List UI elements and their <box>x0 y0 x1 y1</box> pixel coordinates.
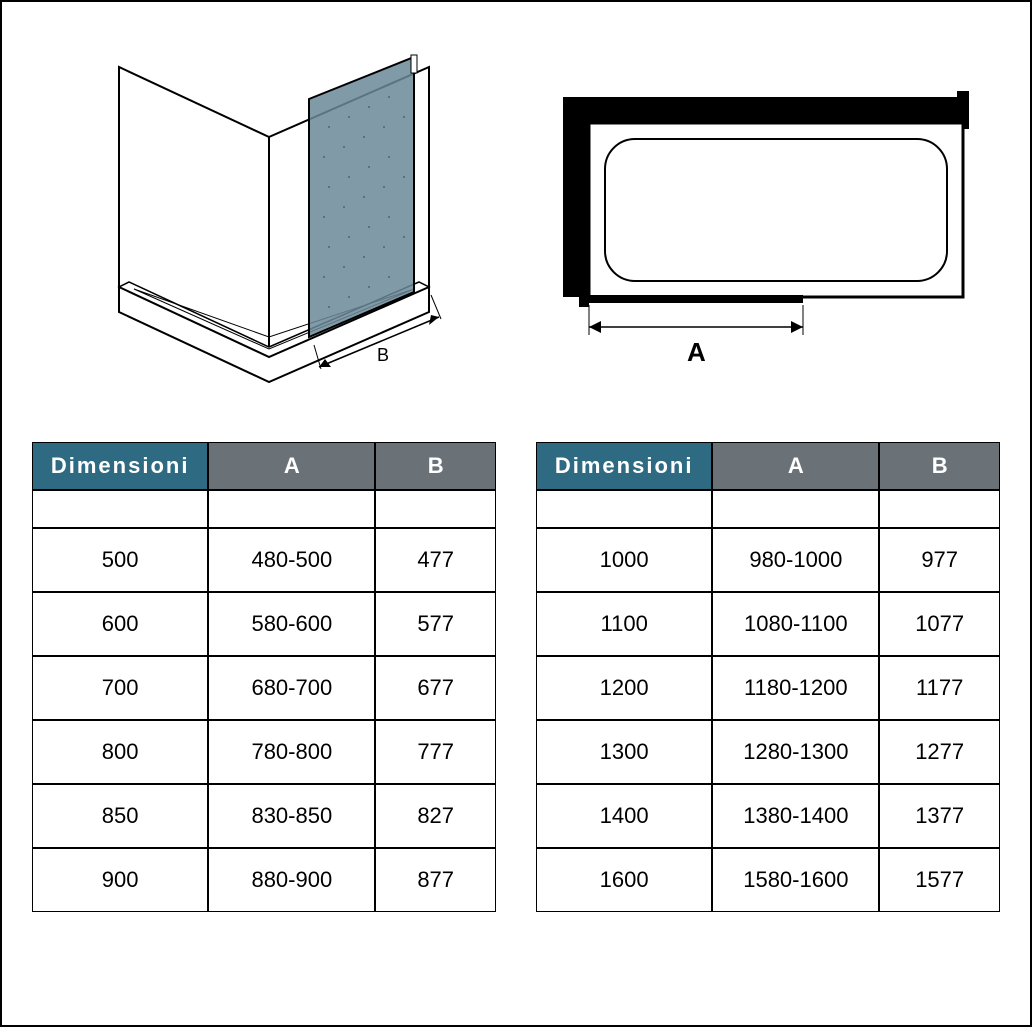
table-row: 12001180-12001177 <box>536 656 1000 720</box>
cell-dim: 900 <box>32 848 208 912</box>
table-row: 500480-500477 <box>32 528 496 592</box>
table-row: 700680-700677 <box>32 656 496 720</box>
tables-row: Dimensioni A B 500480-500477 600580-6005… <box>2 432 1030 942</box>
cell-dim: 600 <box>32 592 208 656</box>
top-dim-label: A <box>687 337 706 367</box>
cell-dim: 1100 <box>536 592 712 656</box>
cell-a: 880-900 <box>208 848 375 912</box>
cell-a: 980-1000 <box>712 528 879 592</box>
table-left-body: 500480-500477 600580-600577 700680-70067… <box>32 528 496 912</box>
cell-b: 777 <box>375 720 496 784</box>
cell-b: 1277 <box>879 720 1000 784</box>
header-gap <box>536 490 1000 528</box>
table-row: 850830-850827 <box>32 784 496 848</box>
cell-b: 1177 <box>879 656 1000 720</box>
cell-a: 780-800 <box>208 720 375 784</box>
cell-dim: 1300 <box>536 720 712 784</box>
table-row: 600580-600577 <box>32 592 496 656</box>
cell-b: 677 <box>375 656 496 720</box>
table-header-row: Dimensioni A B <box>32 442 496 490</box>
cell-dim: 1200 <box>536 656 712 720</box>
cell-a: 1580-1600 <box>712 848 879 912</box>
cell-b: 577 <box>375 592 496 656</box>
header-a: A <box>208 442 375 490</box>
cell-a: 1180-1200 <box>712 656 879 720</box>
cell-dim: 850 <box>32 784 208 848</box>
header-b: B <box>375 442 496 490</box>
cell-a: 830-850 <box>208 784 375 848</box>
cell-a: 1380-1400 <box>712 784 879 848</box>
cell-a: 680-700 <box>208 656 375 720</box>
cell-b: 477 <box>375 528 496 592</box>
table-row: 800780-800777 <box>32 720 496 784</box>
cell-dim: 500 <box>32 528 208 592</box>
iso-dim-label: B <box>377 345 389 365</box>
cell-dim: 800 <box>32 720 208 784</box>
header-a: A <box>712 442 879 490</box>
cell-b: 1577 <box>879 848 1000 912</box>
table-row: 1000980-1000977 <box>536 528 1000 592</box>
topview-svg: A <box>543 77 983 377</box>
header-dimensioni: Dimensioni <box>32 442 208 490</box>
diagram-isometric: B <box>22 37 516 417</box>
header-b: B <box>879 442 1000 490</box>
cell-a: 1280-1300 <box>712 720 879 784</box>
table-row: 16001580-16001577 <box>536 848 1000 912</box>
cell-dim: 1000 <box>536 528 712 592</box>
cell-a: 1080-1100 <box>712 592 879 656</box>
cell-b: 1377 <box>879 784 1000 848</box>
cell-dim: 1600 <box>536 848 712 912</box>
table-row: 11001080-11001077 <box>536 592 1000 656</box>
cell-b: 977 <box>879 528 1000 592</box>
table-row: 900880-900877 <box>32 848 496 912</box>
table-row: 13001280-13001277 <box>536 720 1000 784</box>
table-row: 14001380-14001377 <box>536 784 1000 848</box>
cell-dim: 1400 <box>536 784 712 848</box>
cell-b: 827 <box>375 784 496 848</box>
header-dimensioni: Dimensioni <box>536 442 712 490</box>
header-gap <box>32 490 496 528</box>
page-frame: B <box>0 0 1032 1027</box>
diagrams-row: B <box>2 2 1030 432</box>
diagram-topview: A <box>516 77 1010 377</box>
dimensions-table-left: Dimensioni A B 500480-500477 600580-6005… <box>32 442 496 912</box>
cell-dim: 700 <box>32 656 208 720</box>
cell-a: 480-500 <box>208 528 375 592</box>
cell-b: 1077 <box>879 592 1000 656</box>
table-right-body: 1000980-1000977 11001080-11001077 120011… <box>536 528 1000 912</box>
cell-a: 580-600 <box>208 592 375 656</box>
dimensions-table-right: Dimensioni A B 1000980-1000977 11001080-… <box>536 442 1000 912</box>
table-header-row: Dimensioni A B <box>536 442 1000 490</box>
cell-b: 877 <box>375 848 496 912</box>
isometric-svg: B <box>59 37 479 417</box>
